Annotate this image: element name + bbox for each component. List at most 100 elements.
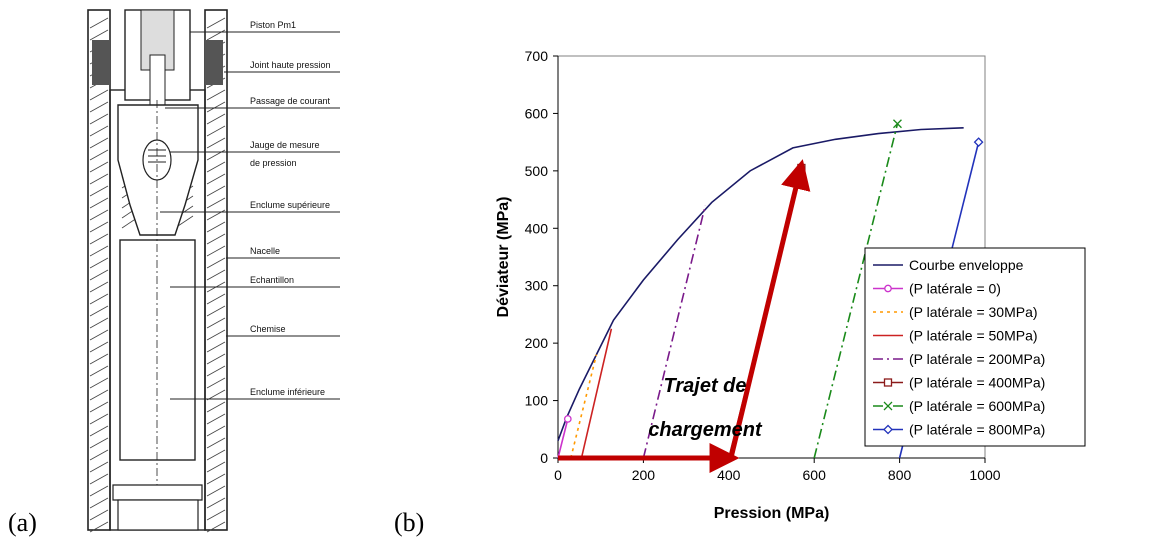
legend-entry-label: (P latérale = 800MPa) xyxy=(909,422,1045,438)
hatch-line xyxy=(206,269,226,281)
piston xyxy=(92,9,223,126)
hatch-line xyxy=(89,281,109,293)
legend-entry-label: (P latérale = 30MPa) xyxy=(909,304,1038,320)
hatch-line xyxy=(89,497,109,509)
hatch-line xyxy=(206,185,226,197)
panel-a-label: (a) xyxy=(8,508,37,537)
series-line-6 xyxy=(813,123,899,459)
y-tick-label: 400 xyxy=(525,220,549,236)
y-tick-label: 100 xyxy=(525,393,549,409)
legend-entry-label: (P latérale = 0) xyxy=(909,281,1001,297)
x-tick-label: 400 xyxy=(717,467,741,483)
x-tick-label: 1000 xyxy=(969,467,1000,483)
hatch-line xyxy=(89,245,109,257)
loading-arrow-1 xyxy=(728,159,811,459)
hatch-line xyxy=(206,245,226,257)
hatch-line xyxy=(89,401,109,413)
hatch-line xyxy=(89,377,109,389)
callout-text: Joint haute pression xyxy=(250,60,331,70)
hatch-line xyxy=(206,341,226,353)
data-point-marker xyxy=(883,424,893,435)
hatch-line xyxy=(89,293,109,305)
legend-box xyxy=(864,247,1086,447)
hatch-line xyxy=(89,125,109,137)
callout-text: Jauge de mesure xyxy=(250,140,320,150)
hatch-line xyxy=(206,509,226,521)
callout-text: Enclume inférieure xyxy=(250,387,325,397)
hatch-line xyxy=(206,137,226,149)
hatch-line xyxy=(206,161,226,173)
hatch-line xyxy=(206,473,226,485)
callout-text: Chemise xyxy=(250,324,286,334)
hatch-line xyxy=(206,317,226,329)
hatch-line xyxy=(206,389,226,401)
hatch-line xyxy=(89,221,109,233)
data-point-marker xyxy=(884,284,892,293)
y-tick-label: 600 xyxy=(525,105,549,121)
data-point-marker xyxy=(797,163,806,173)
hatch-line xyxy=(89,365,109,377)
hatch-line xyxy=(89,233,109,245)
hatch-line xyxy=(206,401,226,413)
hatch-line xyxy=(89,509,109,521)
hatch-line xyxy=(89,197,109,209)
hatch-line xyxy=(89,29,109,41)
hatch-line xyxy=(206,233,226,245)
hatch-line xyxy=(206,257,226,269)
hatch-line xyxy=(89,449,109,461)
legend-entry-label: (P latérale = 50MPa) xyxy=(909,328,1038,344)
annotation-line2: chargement xyxy=(648,419,763,441)
callout-text: Passage de courant xyxy=(250,96,331,106)
legend-entry-label: (P latérale = 600MPa) xyxy=(909,398,1045,414)
hatch-line xyxy=(206,329,226,341)
callout-text: Piston Pm1 xyxy=(250,20,296,30)
series-line-3 xyxy=(580,328,613,459)
hatch-line xyxy=(89,413,109,425)
x-tick-label: 800 xyxy=(888,467,912,483)
hatch-line xyxy=(89,485,109,497)
hatch-line xyxy=(206,293,226,305)
x-axis-title: Pression (MPa) xyxy=(714,505,830,522)
hatch-line xyxy=(206,197,226,209)
hatch-line xyxy=(206,89,226,101)
hatch-line xyxy=(89,521,109,533)
hatch-line xyxy=(89,425,109,437)
hatch-line xyxy=(206,365,226,377)
x-tick-label: 0 xyxy=(554,467,562,483)
upper-anvil xyxy=(117,104,199,236)
panel-b-label: (b) xyxy=(394,508,425,537)
loading-path-arrows xyxy=(558,159,811,473)
hatch-line xyxy=(89,137,109,149)
hatch-line xyxy=(89,185,109,197)
hatch-line xyxy=(89,341,109,353)
data-point-marker xyxy=(563,415,572,423)
hatch-line xyxy=(89,257,109,269)
callout-labels: Piston Pm1 Joint haute pression Passage de… xyxy=(160,20,340,400)
hatch-line xyxy=(89,317,109,329)
legend-entry-label: (P latérale = 400MPa) xyxy=(909,375,1045,391)
hatch-line xyxy=(206,497,226,509)
series-line-0 xyxy=(557,126,964,442)
hatch-line xyxy=(206,101,226,113)
hatch-line xyxy=(89,161,109,173)
hatch-line xyxy=(206,305,226,317)
hatch-line xyxy=(89,149,109,161)
data-point-marker xyxy=(893,119,902,129)
hatch-line xyxy=(89,437,109,449)
y-tick-label: 700 xyxy=(525,48,549,64)
hatch-line xyxy=(206,413,226,425)
callout-text: Enclume supérieure xyxy=(250,200,330,210)
hatch-line xyxy=(89,473,109,485)
cell-schematic: Piston Pm1 Joint haute pression Passage de… xyxy=(87,9,340,533)
data-point-marker xyxy=(883,401,893,411)
y-axis-title: Déviateur (MPa) xyxy=(495,197,512,318)
hatch-line xyxy=(206,449,226,461)
hatch-line xyxy=(89,101,109,113)
callout-text: Nacelle xyxy=(250,246,280,256)
hatch-line xyxy=(206,437,226,449)
data-point-marker xyxy=(973,137,984,148)
hatch-line xyxy=(206,17,226,29)
hatch-line xyxy=(206,173,226,185)
hatch-line xyxy=(89,269,109,281)
hatch-line xyxy=(89,353,109,365)
